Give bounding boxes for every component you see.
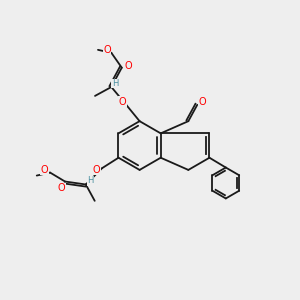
Text: O: O bbox=[124, 61, 132, 71]
Text: O: O bbox=[103, 45, 111, 55]
Text: H: H bbox=[87, 176, 93, 185]
Text: O: O bbox=[93, 165, 100, 175]
Text: O: O bbox=[41, 165, 49, 175]
Text: O: O bbox=[58, 183, 65, 193]
Text: O: O bbox=[118, 97, 126, 107]
Text: O: O bbox=[199, 97, 206, 107]
Text: H: H bbox=[112, 79, 118, 88]
